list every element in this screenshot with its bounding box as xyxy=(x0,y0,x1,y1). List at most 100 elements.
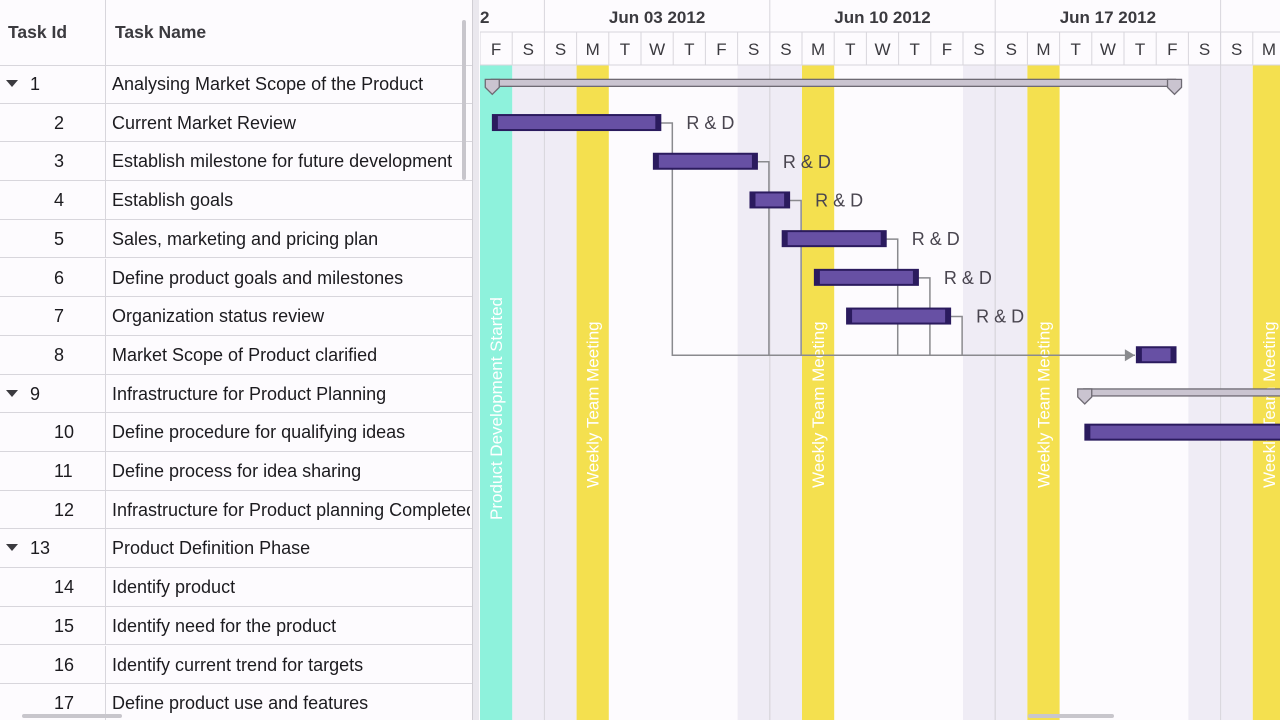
task-id-cell: 7 xyxy=(0,297,106,335)
table-row[interactable]: 3 Establish milestone for future developm… xyxy=(0,142,472,182)
task-bar[interactable] xyxy=(781,230,887,248)
summary-bar[interactable] xyxy=(490,78,1177,87)
task-bar-end-handle xyxy=(1170,347,1176,363)
summary-bar[interactable] xyxy=(1083,388,1280,397)
task-id-cell: 2 xyxy=(0,103,106,142)
task-name-cell: Organization status review xyxy=(112,306,325,327)
task-bar[interactable] xyxy=(1135,346,1177,364)
column-header-task-id[interactable]: Task Id xyxy=(0,0,106,65)
day-label: T xyxy=(620,40,630,59)
weekend-shade xyxy=(995,65,1028,720)
task-id: 14 xyxy=(54,577,75,598)
table-row-parent[interactable]: 9 Infrastructure for Product Planning xyxy=(0,374,472,414)
table-row[interactable]: 2 Current Market Review xyxy=(0,103,472,143)
table-row[interactable]: 15 Identify need for the product xyxy=(0,606,472,646)
column-header-task-name[interactable]: Task Name xyxy=(115,22,207,42)
collapse-toggle-icon[interactable] xyxy=(6,80,18,87)
task-name-cell: Identify current trend for targets xyxy=(112,654,364,675)
task-id: 10 xyxy=(54,422,75,443)
task-id-cell: 4 xyxy=(0,181,106,219)
table-row-parent[interactable]: 1 Analysing Market Scope of the Product xyxy=(0,65,472,104)
task-id-cell: 10 xyxy=(0,413,106,451)
collapse-toggle-icon[interactable] xyxy=(6,544,18,552)
task-bar[interactable] xyxy=(1084,423,1280,441)
event-marker-label: Product Development Started xyxy=(487,297,506,520)
day-label: S xyxy=(1199,40,1210,59)
task-name-cell: Establish milestone for future developme… xyxy=(112,151,453,172)
grid-vertical-scrollbar[interactable] xyxy=(462,20,466,180)
task-name-cell: Current Market Review xyxy=(112,112,297,133)
day-label: S xyxy=(748,40,759,59)
table-row[interactable]: 12 Infrastructure for Product planning Co… xyxy=(0,490,472,530)
dependency-line xyxy=(950,315,1135,356)
weekend-shade xyxy=(544,65,577,720)
task-name-cell: Define procedure for qualifying ideas xyxy=(112,422,406,443)
event-marker xyxy=(480,65,513,720)
table-row[interactable]: 16 Identify current trend for targets xyxy=(0,645,472,685)
task-id: 3 xyxy=(54,151,65,172)
table-row[interactable]: 6 Define product goals and milestones xyxy=(0,258,472,298)
task-name-cell: Establish goals xyxy=(112,190,234,211)
task-id: 12 xyxy=(54,499,75,520)
week-label: Jun 03 2012 xyxy=(609,8,705,27)
chart-horizontal-scrollbar[interactable] xyxy=(1028,714,1114,718)
task-bar[interactable] xyxy=(491,114,662,132)
day-label: S xyxy=(1006,40,1017,59)
table-row[interactable]: 10 Define procedure for qualifying ideas xyxy=(0,413,472,452)
event-marker xyxy=(576,65,609,720)
event-marker xyxy=(802,65,835,720)
grid-horizontal-scrollbar[interactable] xyxy=(22,714,122,718)
task-bar-end-handle xyxy=(655,115,661,131)
table-row[interactable]: 8 Market Scope of Product clarified xyxy=(0,335,472,375)
table-row[interactable]: 14 Identify product xyxy=(0,568,472,607)
task-bar[interactable] xyxy=(749,191,791,209)
task-id: 8 xyxy=(54,344,65,365)
task-bar[interactable] xyxy=(846,307,952,325)
task-id: 5 xyxy=(54,228,65,249)
task-bar-end-handle xyxy=(784,192,790,208)
day-label: W xyxy=(874,40,890,59)
task-id-cell: 13 xyxy=(0,529,106,568)
task-bar-end-handle xyxy=(945,308,951,324)
task-id-cell: 12 xyxy=(0,490,106,529)
weekend-shade xyxy=(737,65,770,720)
table-row[interactable]: 4 Establish goals xyxy=(0,181,472,220)
task-bar-end-handle xyxy=(751,153,757,169)
task-name-cell: Identify product xyxy=(112,577,236,598)
day-label: M xyxy=(1262,40,1276,59)
collapse-toggle-icon[interactable] xyxy=(6,389,18,397)
task-bar-start-handle xyxy=(492,115,498,131)
resource-label: R & D xyxy=(783,152,831,172)
pane-splitter[interactable] xyxy=(472,0,479,720)
task-bar-end-handle xyxy=(880,231,886,247)
table-row[interactable]: 7 Organization status review xyxy=(0,297,472,336)
task-name-cell: Define product use and features xyxy=(112,693,369,714)
table-row-parent[interactable]: 13 Product Definition Phase xyxy=(0,529,472,569)
task-bar[interactable] xyxy=(813,268,919,286)
dependency-arrow-icon xyxy=(1124,349,1135,362)
task-name-cell: Market Scope of Product clarified xyxy=(112,344,378,365)
week-label: Jun 17 2012 xyxy=(1060,8,1156,27)
task-name-cell: Identify need for the product xyxy=(112,615,337,636)
task-name-cell: Analysing Market Scope of the Product xyxy=(112,74,424,94)
gantt-timeline-svg: F S S M T W T F S S M T W T F S S M T W T F S S M2 Jun 03 2012 Jun… xyxy=(480,0,1280,720)
table-row[interactable]: 5 Sales, marketing and pricing plan xyxy=(0,219,472,259)
day-label: S xyxy=(1231,40,1242,59)
task-id: 11 xyxy=(54,461,73,481)
week-label-partial: 2 xyxy=(480,8,489,27)
task-name-cell: Define product goals and milestones xyxy=(112,267,404,288)
resource-label: R & D xyxy=(815,190,863,210)
task-id: 4 xyxy=(54,190,65,211)
day-label: T xyxy=(1071,40,1081,59)
task-bar-start-handle xyxy=(1136,347,1142,363)
event-marker-label: Weekly Team Meeting xyxy=(584,321,603,488)
day-label: S xyxy=(523,40,534,59)
task-id: 2 xyxy=(54,112,65,133)
table-row[interactable]: 11 Define process for idea sharing xyxy=(0,452,472,491)
event-marker xyxy=(1027,65,1060,720)
day-label: M xyxy=(811,40,825,59)
task-bar[interactable] xyxy=(652,152,758,170)
task-id: 15 xyxy=(54,615,75,636)
task-id: 17 xyxy=(54,693,75,714)
table-row[interactable]: 17 Define product use and features xyxy=(0,684,472,720)
